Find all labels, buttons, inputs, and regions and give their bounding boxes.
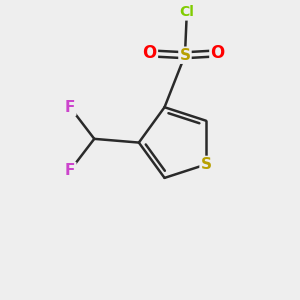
Text: Cl: Cl (179, 5, 194, 20)
Text: F: F (65, 163, 75, 178)
Text: F: F (65, 100, 75, 115)
Text: S: S (201, 157, 212, 172)
Text: O: O (211, 44, 225, 62)
Text: S: S (179, 48, 191, 63)
Text: O: O (142, 44, 157, 62)
